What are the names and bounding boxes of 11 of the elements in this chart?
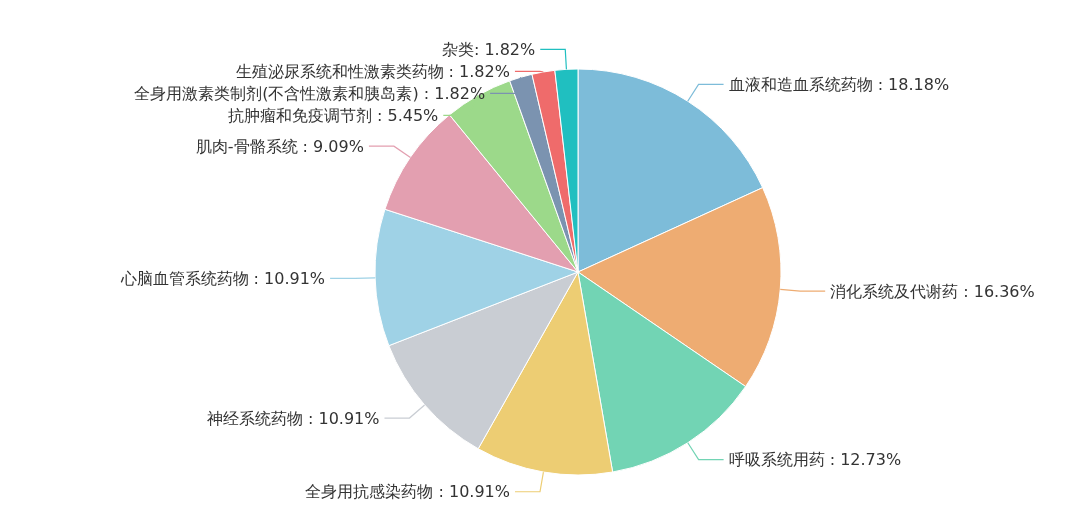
slice-label: 杂类: 1.82% bbox=[441, 39, 536, 59]
slice-label: 全身用抗感染药物 : 10.91% bbox=[305, 482, 510, 502]
slice-label: 神经系统药物 : 10.91% bbox=[206, 408, 380, 428]
slice-label: 抗肿瘤和免疫调节剂 : 5.45% bbox=[227, 105, 439, 125]
slice-label: 血液和造血系统药物 : 18.18% bbox=[728, 74, 950, 94]
slice-label: 生殖泌尿系统和性激素类药物 : 1.82% bbox=[235, 61, 510, 81]
legend-label: 全身用激素类制剂(不含性激素和胰岛素) : 1.82% bbox=[134, 83, 486, 103]
slice-label: 肌肉-骨骼系统 : 9.09% bbox=[195, 136, 364, 156]
slice-label: 心脑血管系统药物 : 10.91% bbox=[119, 268, 326, 288]
slice-label: 消化系统及代谢药 : 16.36% bbox=[830, 281, 1035, 301]
slice-label: 呼吸系统用药 : 12.73% bbox=[728, 450, 902, 470]
